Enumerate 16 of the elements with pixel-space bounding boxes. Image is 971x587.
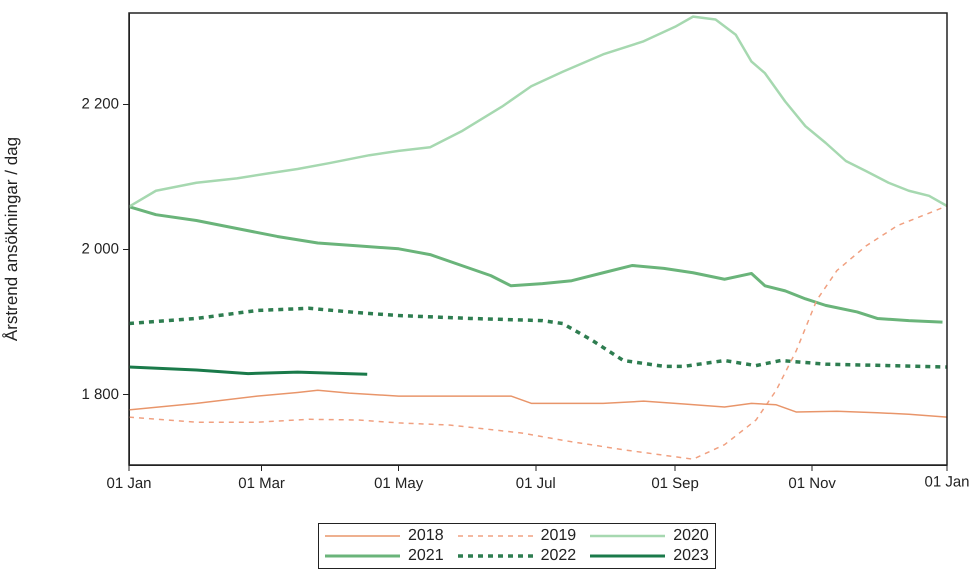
x-tick-label: 01 Jul [516,475,556,492]
x-tick-label: 01 Jan [106,475,152,492]
y-tick-label: 2 000 [81,240,119,258]
y-tick-label: 1 800 [81,386,119,403]
legend-label: 2021 [408,547,444,565]
y-axis-title: Årstrend ansökningar / dag [2,136,21,342]
x-tick-label: 01 Nov [788,475,836,492]
x-tick-label: 01 May [374,475,424,492]
y-tick-label: 2 200 [81,96,119,113]
legend-label: 2020 [673,527,709,545]
x-tick-label: 01 Mar [238,475,285,492]
x-tick-label: 01 Sep [651,475,699,492]
legend-label: 2018 [408,527,444,545]
legend-label: 2019 [540,527,576,545]
legend-label: 2023 [673,547,709,565]
legend-label: 2022 [540,547,576,565]
